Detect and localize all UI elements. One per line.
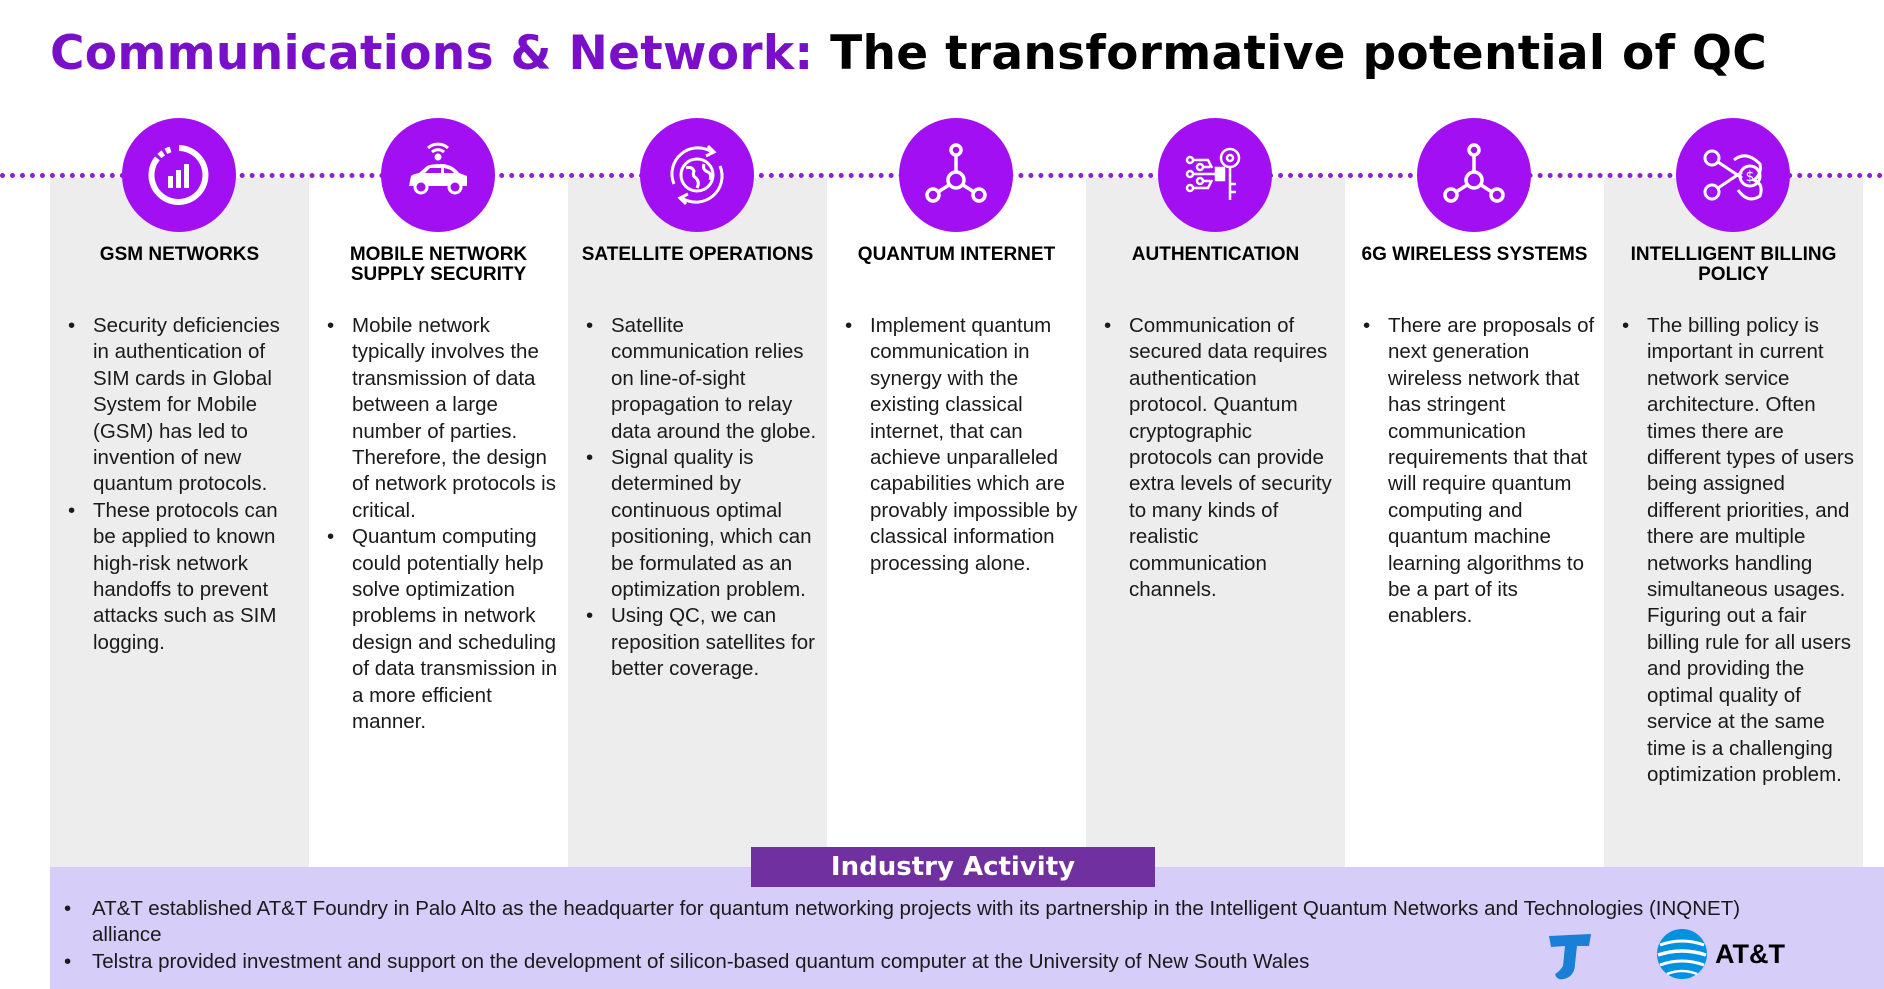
list-item: Satellite communication relies on line-o…	[568, 313, 827, 445]
list-item: Security deficiencies in authentication …	[50, 313, 309, 498]
list-item: Quantum computing could potentially help…	[309, 524, 568, 735]
list-item: Telstra provided investment and support …	[50, 949, 1810, 976]
att-logo-text: AT&T	[1715, 938, 1785, 969]
title-rest: The transformative potential of QC	[830, 26, 1768, 81]
list-item: Implement quantum communication in syner…	[827, 313, 1086, 577]
svg-text:$: $	[1746, 169, 1755, 185]
bullet-list-billing: The billing policy is important in curre…	[1604, 313, 1863, 788]
billing-scissors-icon: $	[1676, 118, 1790, 232]
bullet-list-quantum-internet: Implement quantum communication in syner…	[827, 313, 1086, 577]
column-title-gsm: GSM NETWORKS	[99, 244, 260, 265]
globe-rotate-icon	[640, 118, 754, 232]
bullet-list-mobile: Mobile network typically involves the tr…	[309, 313, 568, 736]
bullet-list-6g: There are proposals of next generation w…	[1345, 313, 1604, 630]
list-item: There are proposals of next generation w…	[1345, 313, 1604, 630]
list-item: Signal quality is determined by continuo…	[568, 445, 827, 603]
circuit-key-icon	[1158, 118, 1272, 232]
bullet-list-gsm: Security deficiencies in authentication …	[50, 313, 309, 656]
list-item: Mobile network typically involves the tr…	[309, 313, 568, 524]
page-title: Communications & Network: The transforma…	[50, 26, 1767, 86]
att-globe-icon	[1657, 929, 1707, 979]
bullet-list-authentication: Communication of secured data requires a…	[1086, 313, 1345, 603]
column-title-satellite: SATELLITE OPERATIONS	[581, 244, 814, 265]
column-title-quantum-internet: QUANTUM INTERNET	[857, 244, 1056, 265]
list-item: These protocols can be applied to known …	[50, 498, 309, 656]
column-title-mobile: MOBILE NETWORK SUPPLY SECURITY	[349, 244, 528, 285]
connected-car-icon	[381, 118, 495, 232]
industry-activity-label: Industry Activity	[751, 847, 1155, 887]
industry-activity-list: AT&T established AT&T Foundry in Palo Al…	[50, 896, 1810, 976]
telstra-logo-icon	[1545, 930, 1595, 982]
network-hub-icon	[1417, 118, 1531, 232]
network-hub-icon	[899, 118, 1013, 232]
column-title-billing: INTELLIGENT BILLING POLICY	[1630, 244, 1837, 285]
list-item: Communication of secured data requires a…	[1086, 313, 1345, 603]
att-logo: AT&T	[1655, 926, 1795, 982]
column-title-6g: 6G WIRELESS SYSTEMS	[1361, 244, 1588, 265]
list-item: Using QC, we can reposition satellites f…	[568, 603, 827, 682]
bullet-list-satellite: Satellite communication relies on line-o…	[568, 313, 827, 683]
gauge-chart-icon	[122, 118, 236, 232]
column-title-authentication: AUTHENTICATION	[1131, 244, 1300, 265]
title-accent: Communications & Network:	[50, 26, 814, 81]
list-item: AT&T established AT&T Foundry in Palo Al…	[50, 896, 1810, 949]
list-item: The billing policy is important in curre…	[1604, 313, 1863, 788]
